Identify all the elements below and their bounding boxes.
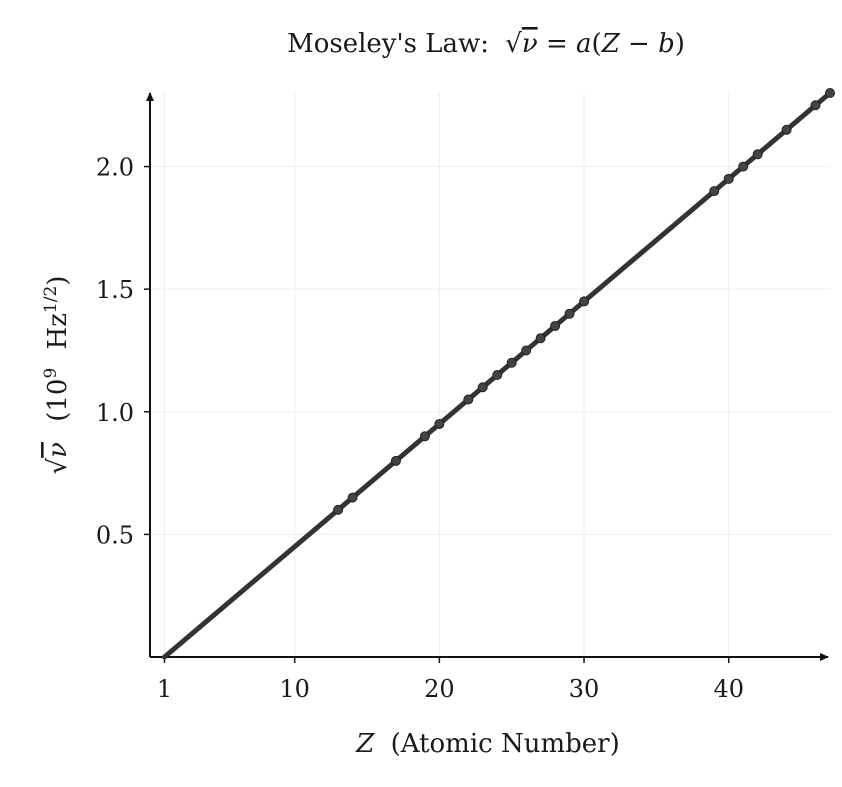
title-open: ( — [592, 29, 602, 59]
title-a: a — [576, 29, 592, 59]
x-tick-label-2: 20 — [424, 675, 455, 703]
x-tick-label-0: 1 — [157, 675, 172, 703]
title-close: ) — [675, 29, 685, 59]
data-point-12 — [564, 308, 575, 319]
data-point-17 — [752, 149, 763, 160]
data-point-11 — [550, 320, 561, 331]
data-point-14 — [709, 186, 720, 197]
data-point-9 — [521, 345, 532, 356]
y-axis-unit-hz-exp: 1/2 — [41, 286, 61, 313]
title-minus: − — [620, 29, 658, 59]
data-point-4 — [434, 419, 445, 430]
y-tick-label-0: 0.5 — [96, 521, 134, 549]
data-point-18 — [781, 124, 792, 135]
y-tick-label-2: 1.5 — [96, 276, 134, 304]
y-axis-nu: ν — [43, 442, 73, 458]
title-eq: = — [538, 29, 576, 59]
chart-title: Moseley's Law: √ν = a(Z − b) — [287, 29, 685, 59]
data-point-13 — [579, 296, 590, 307]
data-point-8 — [506, 357, 517, 368]
data-point-15 — [723, 173, 734, 184]
y-tick-label-1: 1.0 — [96, 399, 134, 427]
grid — [150, 93, 830, 657]
data-point-7 — [492, 370, 503, 380]
y-axis-unit-close: ) — [43, 276, 73, 286]
x-tick-label-4: 40 — [713, 675, 744, 703]
x-axis-symbol: Z — [355, 729, 375, 759]
data-point-2 — [390, 455, 401, 466]
title-nu: ν — [522, 29, 538, 59]
title-prefix: Moseley's Law: — [287, 29, 489, 59]
y-axis-unit-hz: Hz — [43, 313, 73, 349]
data-point-6 — [477, 382, 488, 393]
x-axis-label: Z (Atomic Number) — [355, 729, 619, 759]
x-tick-label-1: 10 — [279, 675, 310, 703]
y-tick-label-3: 2.0 — [96, 154, 134, 182]
data-point-16 — [738, 161, 749, 172]
x-tick-label-3: 30 — [569, 675, 600, 703]
data-point-5 — [463, 394, 474, 405]
ticks: 1 10 20 30 40 0.5 1.0 1.5 2.0 — [96, 154, 744, 703]
data-point-0 — [333, 504, 344, 515]
data-point-10 — [535, 333, 546, 344]
x-axis-text: (Atomic Number) — [391, 729, 620, 759]
y-axis-unit-exp: 9 — [41, 368, 61, 379]
data-point-19 — [810, 100, 821, 111]
data-point-3 — [419, 431, 430, 442]
data-point-1 — [347, 492, 358, 503]
y-axis-sqrt: √ — [43, 457, 73, 474]
y-axis-unit-open: (10 — [43, 379, 73, 422]
data-point-20 — [825, 88, 835, 98]
title-b: b — [658, 29, 675, 59]
data-points — [333, 88, 835, 515]
title-sqrt: √ — [505, 29, 522, 59]
title-z: Z — [601, 29, 621, 59]
y-axis-label: √ν (109 Hz1/2) — [33, 276, 73, 475]
